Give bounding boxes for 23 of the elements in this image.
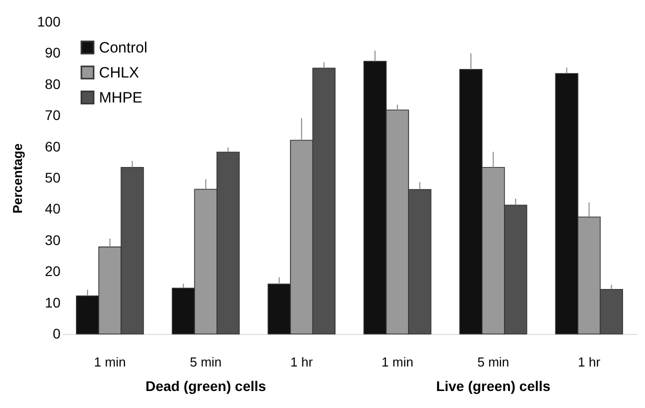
y-tick-label: 80 (44, 76, 61, 92)
x-tick-label: 1 min (382, 354, 414, 370)
y-tick-label: 70 (44, 107, 61, 124)
text: Dead (green) cells (145, 378, 266, 394)
legend-label: Control (99, 40, 148, 56)
y-tick-label: 100 (37, 14, 61, 30)
y-tick-label: 60 (44, 138, 61, 154)
x-tick-label: 5 min (190, 354, 222, 370)
y-tick-label: 90 (44, 44, 61, 61)
y-tick-label: 20 (44, 263, 61, 280)
legend-label: CHLX (99, 64, 140, 82)
x-tick-label: 1 min (94, 354, 126, 370)
y-tick-label: 50 (44, 170, 61, 186)
x-tick-label: 1 hr (290, 354, 314, 370)
x-tick-label: 1 hr (578, 354, 601, 370)
y-tick-label: 10 (44, 294, 61, 310)
legend-label: MHPE (99, 90, 142, 106)
y-axis-title: Percentage (10, 143, 26, 214)
y-tick-label: 30 (44, 232, 61, 248)
y-tick-label: 40 (44, 200, 61, 217)
text: Live (green) cells (436, 378, 551, 394)
y-tick-label: 0 (52, 326, 61, 342)
x-tick-label: 5 min (477, 354, 510, 370)
